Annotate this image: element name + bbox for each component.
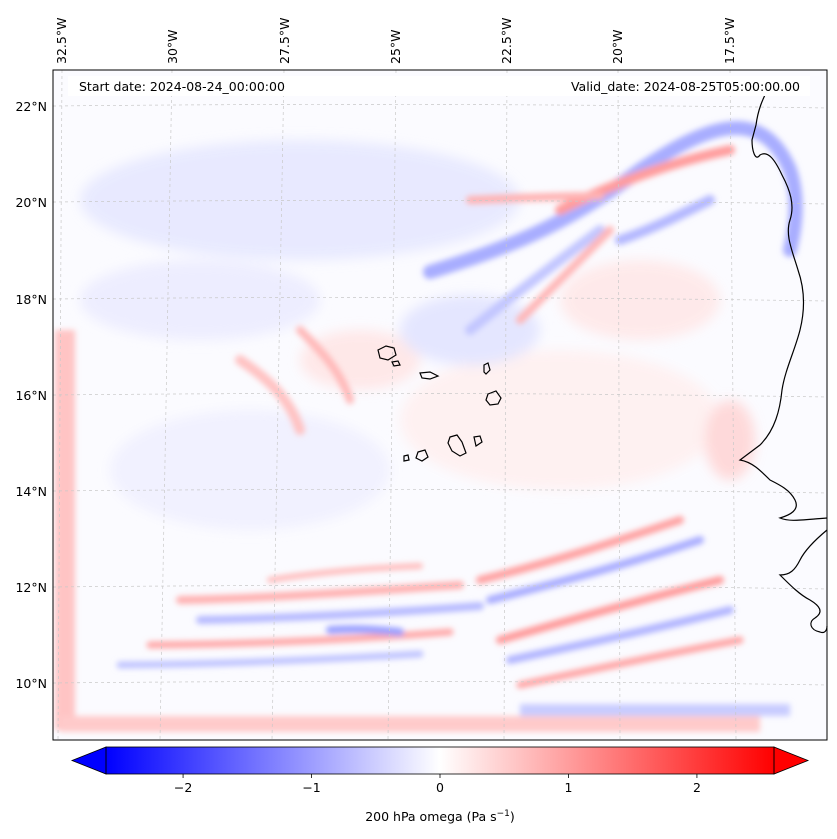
arc-band-blue xyxy=(423,121,803,279)
colorbar-ticks: −2 −1 0 1 2 xyxy=(174,774,701,795)
island xyxy=(447,434,467,457)
colorbar-gradient xyxy=(106,747,774,774)
lon-label: 30°W xyxy=(165,29,180,64)
colorbar-label-close: ) xyxy=(510,809,515,824)
lat-label: 10°N xyxy=(15,676,47,691)
colorbar-tick-label: −1 xyxy=(302,780,320,795)
lon-label: 25°W xyxy=(388,29,403,64)
lon-label: 27.5°W xyxy=(277,18,292,64)
streak-blue xyxy=(116,650,424,669)
guinea-coastline xyxy=(778,529,828,634)
lat-label: 14°N xyxy=(15,484,47,499)
streak-red xyxy=(267,563,423,583)
start-date: Start date: 2024-08-24_00:00:00 xyxy=(79,79,285,94)
colorbar: −2 −1 0 1 2 200 hPa omega (Pa s−1) xyxy=(70,746,810,824)
diagonal-band xyxy=(615,195,715,245)
island xyxy=(485,390,502,406)
gridlines xyxy=(53,70,827,740)
colorbar-tick-label: 0 xyxy=(436,780,444,795)
lon-label: 22.5°W xyxy=(499,18,514,64)
lon-label: 20°W xyxy=(610,29,625,64)
streak-red xyxy=(146,628,454,649)
field-patch xyxy=(705,400,755,480)
colorbar-extend-max xyxy=(773,746,810,775)
valid-date: Valid_date: 2024-08-25T05:00:00.00 xyxy=(571,79,800,94)
field-patch xyxy=(80,140,520,260)
colorbar-extend-min xyxy=(70,746,107,775)
streak-red xyxy=(516,636,744,689)
field-patch xyxy=(560,260,720,340)
field-patch xyxy=(110,410,390,530)
island xyxy=(377,345,397,361)
colorbar-label-superscript: −1 xyxy=(497,809,510,819)
island xyxy=(483,362,491,375)
colorbar-tick-label: −2 xyxy=(174,780,192,795)
streak-red xyxy=(476,516,684,584)
lon-label: 32.5°W xyxy=(54,18,69,64)
island xyxy=(415,449,429,462)
streak-red xyxy=(296,326,354,404)
lat-label: 12°N xyxy=(15,580,47,595)
omega-field-layer xyxy=(55,121,803,732)
streak-blue xyxy=(326,625,404,636)
colorbar-label: 200 hPa omega (Pa s−1) xyxy=(365,809,515,824)
island xyxy=(391,360,401,367)
diagonal-band xyxy=(465,225,605,335)
island xyxy=(403,454,410,462)
omega-field-map: Start date: 2024-08-24_00:00:00 Valid_da… xyxy=(52,69,828,741)
map-frame xyxy=(52,69,828,741)
streak-blue xyxy=(486,536,704,604)
diagonal-band xyxy=(516,226,614,324)
streak-blue xyxy=(196,602,484,624)
arc-band-red xyxy=(466,192,604,204)
boundary-band-left xyxy=(55,330,75,730)
longitude-labels: 32.5°W 30°W 27.5°W 25°W 22.5°W 20°W 17.5… xyxy=(54,18,737,64)
lon-label: 17.5°W xyxy=(722,18,737,64)
field-patch xyxy=(400,350,720,490)
island xyxy=(473,435,483,447)
info-banner xyxy=(68,76,810,96)
lat-label: 22°N xyxy=(15,99,47,114)
streak-red xyxy=(176,581,464,604)
colorbar-tick-label: 2 xyxy=(693,780,701,795)
streak-red xyxy=(235,355,305,435)
field-patch xyxy=(300,330,420,390)
colorbar-label-main: 200 hPa omega (Pa s xyxy=(365,809,496,824)
island xyxy=(419,371,440,380)
lat-label: 16°N xyxy=(15,388,47,403)
lat-label: 20°N xyxy=(15,195,47,210)
latitude-labels: 22°N 20°N 18°N 16°N 14°N 12°N 10°N xyxy=(15,99,47,691)
lat-label: 18°N xyxy=(15,292,47,307)
africa-coastline xyxy=(738,84,828,521)
streak-blue xyxy=(506,606,734,664)
boundary-band-bottom-blue xyxy=(520,704,790,716)
boundary-band-bottom xyxy=(60,716,760,732)
colorbar-tick-label: 1 xyxy=(564,780,572,795)
field-patch xyxy=(80,260,320,340)
coastlines xyxy=(377,84,828,634)
